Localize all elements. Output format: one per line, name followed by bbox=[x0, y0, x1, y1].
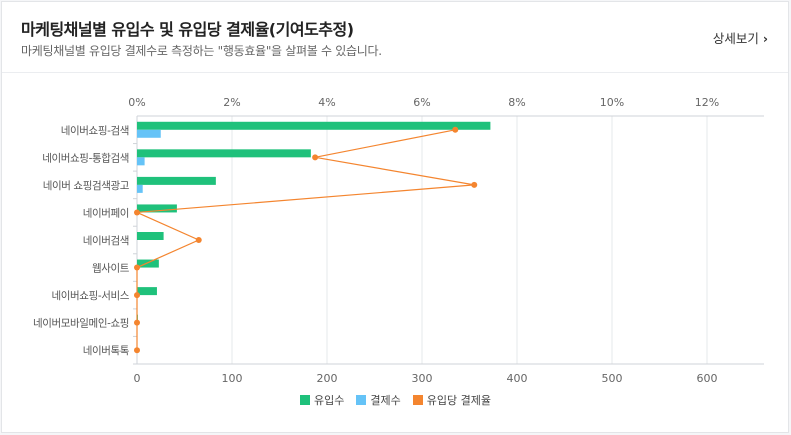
rate-point bbox=[134, 347, 140, 354]
x-bottom-tick-label: 300 bbox=[412, 372, 433, 385]
x-bottom-tick-label: 0 bbox=[134, 372, 141, 385]
rate-point bbox=[471, 181, 478, 188]
legend-label: 유입수 bbox=[314, 394, 345, 407]
rate-point bbox=[134, 209, 140, 216]
rate-point bbox=[134, 264, 140, 271]
payments-bar bbox=[137, 157, 145, 166]
legend-item[interactable]: 유입수 bbox=[300, 392, 344, 408]
visits-bar bbox=[137, 121, 491, 130]
legend-label: 결제수 bbox=[370, 394, 401, 407]
x-top-tick-label: 8% bbox=[508, 96, 525, 109]
x-bottom-tick-label: 600 bbox=[697, 372, 718, 385]
y-category-label: 네이버쇼핑-검색 bbox=[61, 125, 129, 137]
y-category-label: 네이버톡톡 bbox=[83, 345, 130, 357]
y-category-label: 네이버쇼핑-통합검색 bbox=[42, 152, 129, 164]
rate-point bbox=[452, 126, 459, 133]
y-category-label: 네이버쇼핑-서비스 bbox=[52, 290, 130, 302]
visits-bar bbox=[137, 259, 159, 268]
x-top-tick-label: 2% bbox=[223, 96, 240, 109]
x-bottom-tick-label: 200 bbox=[317, 372, 338, 385]
card-title: 마케팅채널별 유입수 및 유입당 결제율(기여도추정) bbox=[21, 20, 354, 39]
x-top-tick-label: 4% bbox=[318, 96, 335, 109]
rate-point bbox=[134, 319, 140, 326]
rate-point bbox=[312, 154, 319, 161]
detail-view-label: 상세보기 bbox=[712, 31, 759, 46]
legend-label: 유입당 결제율 bbox=[426, 394, 491, 407]
y-category-label: 네이버검색 bbox=[83, 235, 129, 247]
y-category-label: 네이버모바일메인-쇼핑 bbox=[33, 317, 129, 330]
visits-bar bbox=[137, 149, 311, 158]
x-top-tick-label: 10% bbox=[600, 96, 624, 109]
x-bottom-tick-label: 500 bbox=[602, 372, 623, 385]
card-header: 마케팅채널별 유입수 및 유입당 결제율(기여도추정) 마케팅채널별 유입당 결… bbox=[2, 2, 788, 73]
legend-swatch bbox=[300, 395, 311, 405]
visits-bar bbox=[137, 232, 164, 240]
card-subtitle: 마케팅채널별 유입당 결제수로 측정하는 "행동효율"을 살펴볼 수 있습니다. bbox=[21, 44, 382, 58]
rate-point bbox=[195, 237, 202, 243]
detail-view-link[interactable]: 상세보기 › bbox=[713, 28, 768, 47]
x-bottom-tick-label: 100 bbox=[222, 372, 243, 385]
payments-bar bbox=[137, 129, 161, 138]
chart-legend: 유입수 결제수 유입당 결제율 bbox=[0, 392, 791, 408]
legend-item[interactable]: 유입당 결제율 bbox=[412, 392, 491, 408]
payments-bar bbox=[137, 184, 143, 193]
rate-line bbox=[136, 129, 475, 351]
legend-swatch bbox=[356, 395, 367, 405]
chevron-right-icon: › bbox=[762, 31, 768, 46]
x-top-tick-label: 12% bbox=[695, 96, 719, 109]
legend-item[interactable]: 결제수 bbox=[356, 392, 401, 408]
legend-swatch bbox=[412, 395, 423, 405]
visits-bar bbox=[137, 176, 216, 185]
x-bottom-tick-label: 400 bbox=[507, 372, 528, 385]
visits-bar bbox=[137, 204, 177, 213]
y-category-label: 네이버 쇼핑검색광고 bbox=[43, 180, 130, 192]
visits-bar bbox=[137, 287, 157, 296]
rate-point bbox=[134, 292, 140, 299]
y-category-label: 웹사이트 bbox=[92, 263, 130, 275]
x-top-tick-label: 0% bbox=[128, 96, 145, 109]
y-category-label: 네이버페이 bbox=[83, 207, 129, 219]
x-top-tick-label: 6% bbox=[413, 96, 430, 109]
